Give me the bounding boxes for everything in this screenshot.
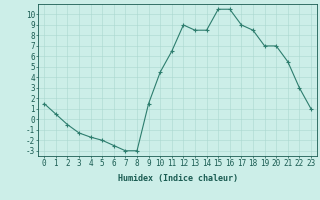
X-axis label: Humidex (Indice chaleur): Humidex (Indice chaleur)	[118, 174, 238, 183]
